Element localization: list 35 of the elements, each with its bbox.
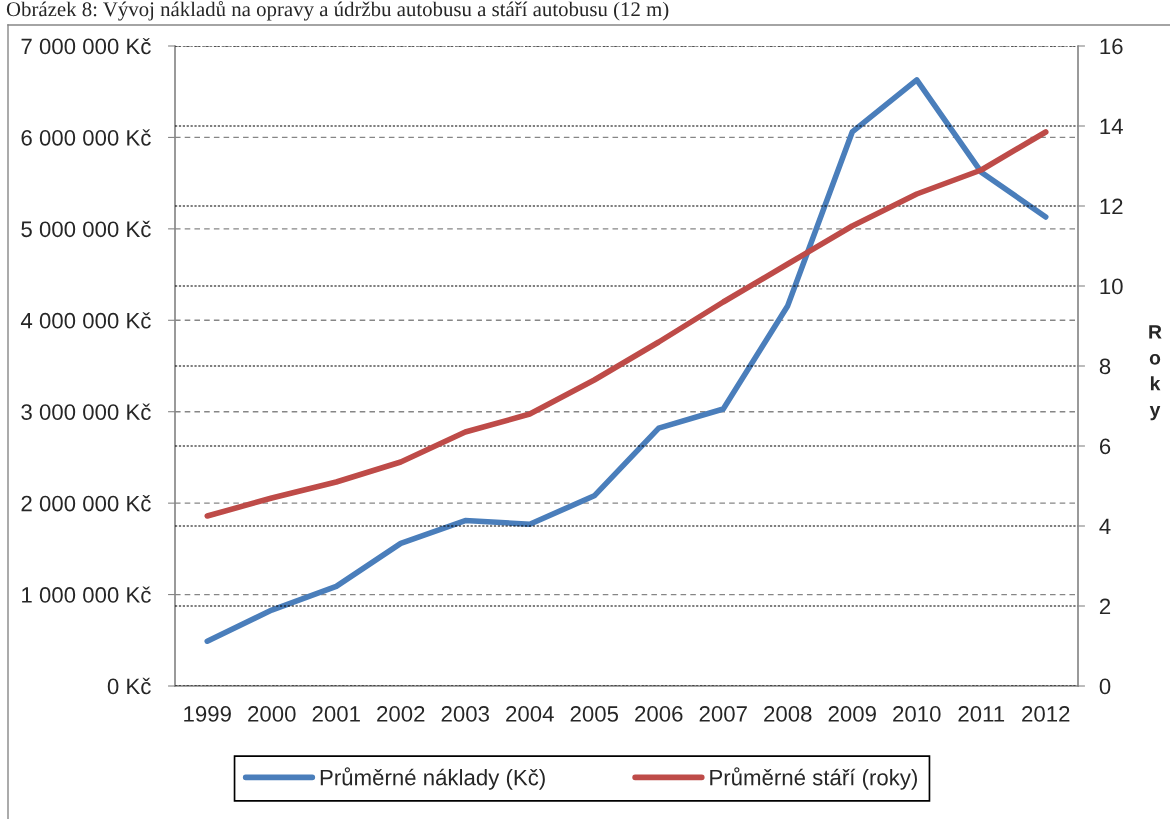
y2-tick-label: 8: [1099, 358, 1111, 375]
y2-tick-label: 2: [1099, 598, 1111, 615]
x-tick-label: 2004: [506, 706, 554, 722]
x-tick-label: 2001: [312, 706, 360, 722]
x-tick-label: 2000: [248, 706, 296, 722]
x-tick-label: 2009: [828, 706, 876, 722]
x-tick-label: 2012: [1022, 706, 1070, 722]
y2-axis-title: Roky: [1149, 325, 1162, 421]
y-tick-label: 2 000 000 Kč: [21, 495, 151, 512]
y-tick-label: 5 000 000 Kč: [21, 220, 151, 238]
y2-tick-label: 12: [1100, 198, 1123, 215]
y-tick-label: 1 000 000 Kč: [22, 586, 151, 603]
x-tick-label: 2011: [958, 706, 1005, 722]
x-tick-label: 2006: [635, 706, 683, 722]
y2-tick-label: 10: [1100, 278, 1123, 295]
x-tick-label: 2007: [699, 706, 747, 722]
y2-tick-label: 0: [1099, 678, 1111, 695]
y2-tick-label: 6: [1099, 438, 1111, 455]
x-tick-label: 2008: [764, 706, 812, 722]
y-tick-label: 7 000 000 Kč: [21, 37, 151, 55]
chart-title: Obrázek 8: Vývoj nákladů na opravy a údržbu autobusu a stáří autobusu (12 m): [6, 1, 669, 21]
y2-tick-label: 16: [1100, 38, 1123, 55]
x-tick-label: 2005: [570, 706, 619, 722]
x-tick-label: 2010: [893, 706, 941, 722]
y2-tick-label: 14: [1100, 118, 1123, 135]
y2-tick-label: 4: [1099, 518, 1111, 535]
x-tick-label: 1999: [184, 706, 231, 722]
y-tick-label: 6 000 000 Kč: [21, 129, 151, 146]
x-tick-label: 2003: [441, 706, 489, 722]
y-tick-label: 4 000 000 Kč: [20, 312, 151, 329]
y-tick-label: 3 000 000 Kč: [21, 403, 151, 420]
y-tick-label: 0 Kč: [107, 677, 151, 695]
x-tick-label: 2002: [377, 706, 425, 722]
legend-label: Průměrné stáří (roky): [710, 767, 917, 790]
legend-label: Průměrné náklady (Kč): [320, 767, 545, 790]
